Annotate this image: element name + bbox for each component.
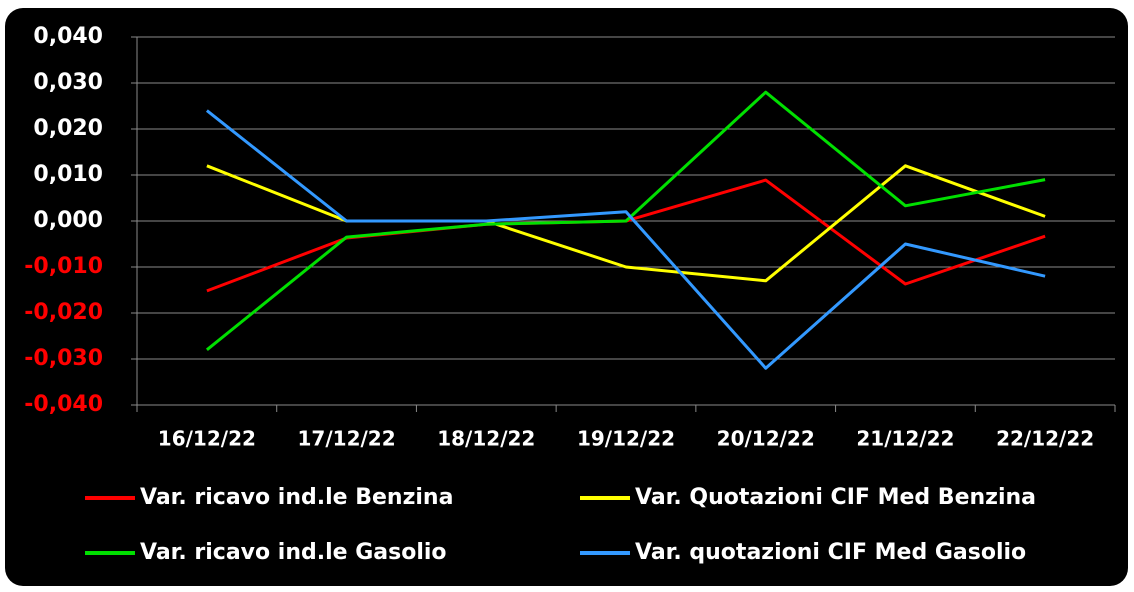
legend-label: Var. ricavo ind.le Gasolio bbox=[140, 540, 447, 565]
legend-label: Var. quotazioni CIF Med Gasolio bbox=[635, 540, 1026, 565]
chart-background bbox=[5, 8, 1128, 586]
y-tick-label: 0,030 bbox=[33, 70, 103, 95]
y-tick-label: 0,040 bbox=[33, 24, 103, 49]
y-tick-label: -0,020 bbox=[24, 300, 103, 325]
x-tick-label: 21/12/22 bbox=[856, 427, 954, 451]
x-tick-label: 22/12/22 bbox=[996, 427, 1094, 451]
x-tick-label: 18/12/22 bbox=[437, 427, 535, 451]
legend-label: Var. ricavo ind.le Benzina bbox=[140, 485, 453, 510]
y-tick-label: 0,010 bbox=[33, 162, 103, 187]
x-tick-label: 16/12/22 bbox=[158, 427, 256, 451]
y-tick-label: -0,040 bbox=[24, 392, 103, 417]
series-line bbox=[205, 109, 1046, 370]
y-tick-label: -0,030 bbox=[24, 346, 103, 371]
x-tick-label: 17/12/22 bbox=[298, 427, 396, 451]
x-tick-label: 19/12/22 bbox=[577, 427, 675, 451]
series-line bbox=[205, 90, 1046, 351]
y-tick-label: 0,020 bbox=[33, 116, 103, 141]
y-tick-label: 0,000 bbox=[33, 208, 103, 233]
legend-label: Var. Quotazioni CIF Med Benzina bbox=[635, 485, 1036, 510]
y-tick-label: -0,010 bbox=[24, 254, 103, 279]
x-tick-label: 20/12/22 bbox=[717, 427, 815, 451]
